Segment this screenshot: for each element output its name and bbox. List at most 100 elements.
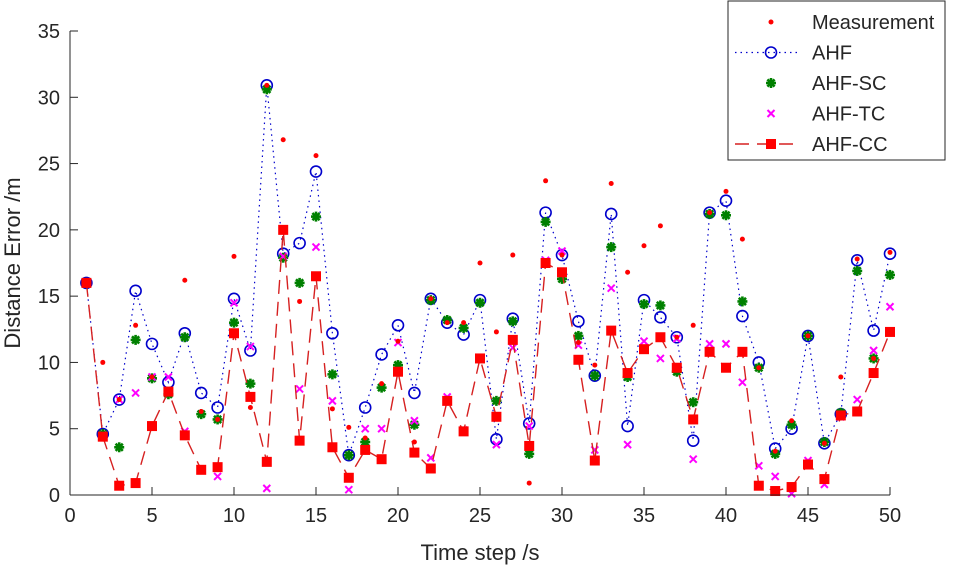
data-point-ahf-tc: [426, 453, 436, 463]
data-point-ahf-tc: [328, 396, 337, 406]
data-point-measurement: [772, 448, 778, 454]
data-point-ahf: [391, 319, 405, 332]
data-point-ahf-cc: [786, 482, 797, 493]
data-point-ahf: [736, 309, 749, 323]
asterisk-stroke: [524, 449, 534, 459]
data-point-ahf-tc: [377, 424, 386, 433]
data-point-measurement: [756, 365, 762, 371]
asterisk-stroke: [787, 420, 797, 430]
data-point-ahf-tc: [262, 484, 272, 493]
data-point-measurement: [83, 280, 89, 286]
data-point-ahf-cc: [852, 406, 863, 417]
series-ahf-tc: [82, 242, 895, 498]
data-point-ahf: [604, 207, 618, 221]
data-point-ahf: [670, 330, 684, 344]
data-point-ahf-cc: [737, 346, 748, 357]
cross-stroke: [606, 283, 616, 293]
data-point-ahf-cc: [606, 325, 617, 336]
cross-stroke: [131, 388, 140, 398]
asterisk-stroke: [377, 383, 387, 393]
data-point-ahf: [801, 329, 815, 343]
data-point-measurement: [854, 256, 860, 262]
data-point-ahf-cc: [671, 362, 682, 373]
x-tick-label: 40: [715, 505, 737, 527]
cross-stroke: [766, 109, 776, 118]
data-point-ahf-sc: [885, 269, 895, 280]
data-point-measurement: [395, 338, 401, 344]
data-point-ahf-tc: [721, 339, 731, 349]
asterisk-stroke: [606, 242, 616, 252]
data-point-measurement: [526, 480, 532, 486]
data-point-ahf-cc: [770, 486, 781, 497]
data-point-ahf-tc: [246, 342, 255, 351]
asterisk-stroke: [541, 217, 551, 227]
data-point-ahf-sc: [589, 370, 600, 381]
data-point-ahf-tc: [557, 246, 567, 256]
legend-item-ahf-tc: AHF-TC: [766, 104, 885, 126]
data-point-ahf-tc: [213, 472, 222, 481]
data-point-ahf: [145, 337, 159, 351]
cross-stroke: [721, 339, 731, 349]
data-point-ahf-cc: [311, 271, 321, 282]
data-point-ahf-cc: [343, 472, 354, 483]
y-tick-label: 10: [38, 352, 60, 374]
y-tick-label: 35: [38, 21, 60, 43]
x-tick-label: 10: [223, 505, 245, 527]
data-point-ahf-cc: [130, 478, 141, 489]
data-point-ahf-cc: [721, 362, 731, 373]
cross-stroke: [770, 472, 780, 481]
series-line-ahf: [85, 85, 891, 456]
data-point-measurement: [674, 334, 680, 340]
asterisk-stroke: [766, 78, 776, 88]
x-tick-label: 20: [387, 505, 409, 527]
legend-marker-ahf: [764, 46, 778, 59]
data-point-ahf-cc: [475, 353, 485, 364]
data-point-ahf: [850, 254, 864, 267]
data-point-ahf-cc: [507, 334, 518, 345]
cross-stroke: [229, 298, 239, 307]
legend-item-ahf-cc: AHF-CC: [735, 134, 888, 156]
data-point-ahf-tc: [295, 384, 304, 394]
legend-marker-ahf-sc: [766, 78, 776, 88]
data-point-ahf-cc: [294, 435, 305, 446]
asterisk-stroke: [459, 323, 469, 333]
asterisk-stroke: [508, 316, 518, 326]
data-point-ahf-sc: [229, 317, 239, 328]
cross-stroke: [360, 424, 370, 433]
data-point-measurement: [329, 406, 335, 412]
cross-stroke: [426, 453, 436, 463]
data-point-measurement: [133, 322, 139, 328]
data-point-ahf-sc: [245, 378, 256, 389]
data-point-measurement: [739, 236, 745, 242]
cross-stroke: [377, 424, 386, 433]
data-point-measurement: [493, 329, 499, 335]
data-point-ahf: [112, 393, 126, 406]
cross-stroke: [557, 246, 567, 256]
x-axis-label: Time step /s: [421, 540, 540, 565]
data-point-ahf-tc: [656, 354, 665, 363]
data-point-measurement: [297, 298, 303, 304]
data-point-measurement: [264, 82, 270, 88]
data-point-measurement: [608, 180, 614, 186]
data-point-ahf: [309, 165, 323, 178]
data-point-ahf: [227, 292, 241, 306]
data-point-ahf-sc: [573, 330, 584, 341]
data-point-ahf-sc: [311, 211, 321, 222]
asterisk-stroke: [590, 371, 600, 381]
data-point-measurement: [215, 416, 221, 422]
legend: Measurement AHF AHF-SC AHF-TC AHF-CC: [727, 0, 946, 161]
cross-stroke: [328, 396, 337, 406]
data-point-measurement: [411, 439, 417, 445]
legend-label: AHF-CC: [812, 134, 888, 156]
data-point-measurement: [198, 408, 204, 414]
data-point-ahf: [719, 194, 733, 207]
data-point-ahf-tc: [131, 388, 140, 398]
data-point-measurement: [575, 340, 581, 346]
data-point-measurement: [543, 178, 549, 184]
data-point-measurement: [444, 320, 450, 326]
data-point-ahf: [867, 324, 880, 337]
data-point-measurement: [461, 320, 467, 326]
data-point-ahf-cc: [524, 440, 535, 451]
data-point-ahf-tc: [360, 424, 370, 433]
